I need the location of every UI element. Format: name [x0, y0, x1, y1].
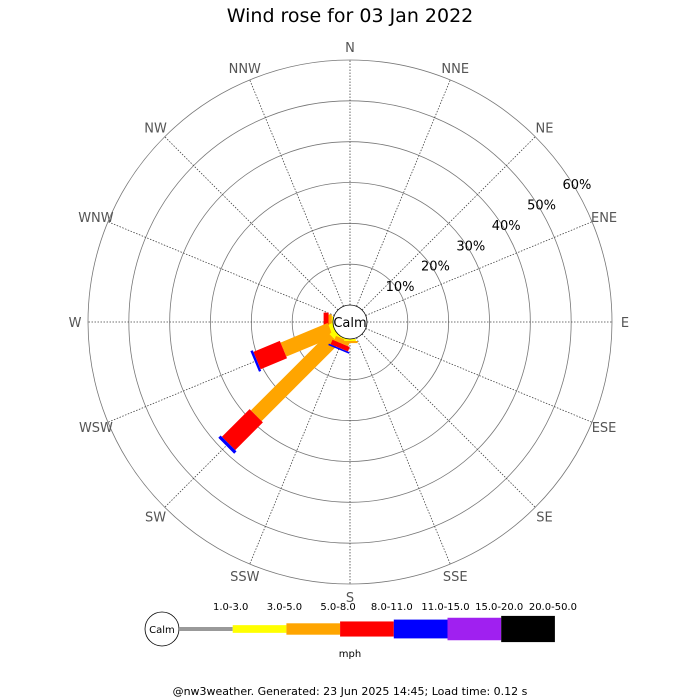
direction-label-ssw: SSW: [230, 570, 260, 585]
petal-s-3.0-5.0: [344, 339, 356, 341]
radial-tick-label: 20%: [421, 260, 450, 275]
legend-unit: mph: [339, 649, 361, 660]
legend-swatch-1.0-3.0: [179, 627, 233, 631]
legend-label-5.0-8.0: 5.0-8.0: [320, 602, 355, 613]
spoke-nne: [356, 79, 451, 307]
petal-ssw-5.0-8.0: [334, 335, 350, 347]
footer-credit: @nw3weather. Generated: 23 Jun 2025 14:4…: [172, 685, 528, 698]
direction-label-nw: NW: [144, 122, 167, 137]
legend-label-11.0-15.0: 11.0-15.0: [421, 602, 469, 613]
petal-sw-5.0-8.0: [250, 333, 339, 422]
spoke-nnw: [249, 79, 344, 307]
calm-center: Calm: [332, 304, 368, 340]
direction-label-n: N: [345, 41, 355, 56]
spoke-wnw: [107, 221, 335, 316]
direction-label-wsw: WSW: [79, 421, 113, 436]
calm-circle: [332, 304, 368, 340]
radial-tick-label: 30%: [456, 239, 485, 254]
spoke-wsw: [107, 328, 335, 423]
spoke-ene: [365, 221, 593, 316]
petal-ssw-11.0-15.0: [328, 343, 350, 354]
legend-swatch-8.0-11.0: [340, 621, 394, 637]
direction-label-w: W: [69, 316, 82, 331]
legend-swatch-3.0-5.0: [232, 625, 287, 633]
legend-calm-label: Calm: [149, 625, 175, 636]
rose-grid: N NNE NE ENE E ESE SE SSE S SSW SW WSW W WNW NW NNW: [69, 41, 630, 606]
spoke-sse: [356, 337, 451, 565]
petal-s-5.0-8.0: [342, 341, 358, 344]
spoke-nw: [164, 136, 339, 311]
direction-label-wnw: WNW: [78, 211, 114, 226]
legend-label-3.0-5.0: 3.0-5.0: [267, 602, 302, 613]
legend-label-20.0-50.0: 20.0-50.0: [529, 602, 577, 613]
grid-ring: [210, 182, 490, 462]
petal-sw-8.0-11.0: [221, 409, 263, 451]
rose-petals: [218, 312, 358, 454]
direction-label-sw: SW: [145, 510, 166, 525]
spoke-se: [361, 333, 536, 508]
radial-tick-label: 50%: [527, 198, 556, 213]
spoke-sw: [164, 333, 339, 508]
direction-label-sse: SSE: [443, 570, 468, 585]
direction-label-ne: NE: [535, 122, 553, 137]
grid-ring: [291, 263, 409, 381]
petal-sw-11.0-15.0: [218, 435, 237, 454]
petal-wsw-5.0-8.0: [280, 323, 334, 357]
legend-label-15.0-20.0: 15.0-20.0: [475, 602, 523, 613]
legend-label-1.0-3.0: 1.0-3.0: [213, 602, 248, 613]
legend-swatch-20.0-50.0: [501, 615, 555, 643]
radial-tick-label: 10%: [386, 280, 415, 295]
legend-label-8.0-11.0: 8.0-11.0: [371, 602, 413, 613]
radial-tick-labels: 10% 20% 30% 40% 50% 60%: [386, 178, 592, 295]
spoke-ssw: [249, 337, 344, 565]
calm-label: Calm: [333, 316, 366, 331]
spoke-ne: [361, 136, 536, 311]
petal-wsw-11.0-15.0: [250, 350, 262, 372]
speed-legend: Calm 1.0-3.0 3.0-5.0 5.0-8.0 8.0-11.0 11.0-15…: [144, 602, 577, 660]
direction-label-nne: NNE: [441, 62, 469, 77]
radial-tick-label: 40%: [492, 219, 521, 234]
direction-label-s: S: [346, 591, 354, 606]
direction-label-ene: ENE: [591, 211, 617, 226]
direction-label-se: SE: [536, 510, 552, 525]
legend-swatch-11.0-15.0: [393, 619, 448, 639]
petal-wsw-8.0-11.0: [253, 340, 287, 370]
legend-swatch-15.0-20.0: [447, 617, 502, 641]
direction-label-ese: ESE: [592, 421, 617, 436]
direction-label-nnw: NNW: [229, 62, 261, 77]
direction-label-e: E: [621, 316, 629, 331]
grid-ring: [87, 59, 613, 585]
legend-swatch-5.0-8.0: [286, 623, 341, 635]
spoke-ese: [365, 328, 593, 423]
chart-title: Wind rose for 03 Jan 2022: [226, 5, 474, 27]
petal-ssw-8.0-11.0: [330, 339, 350, 352]
radial-tick-label: 60%: [562, 178, 591, 193]
